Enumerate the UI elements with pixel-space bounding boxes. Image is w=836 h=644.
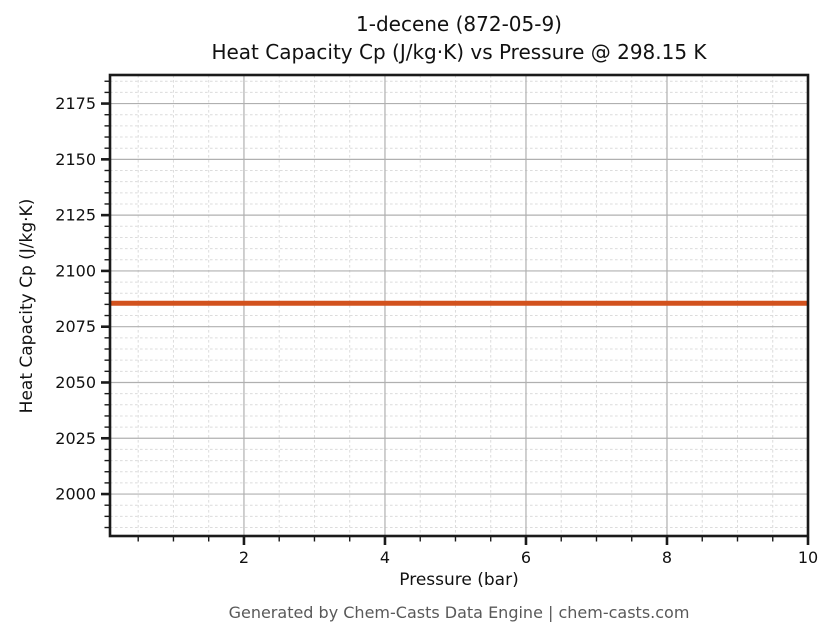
axes-spines — [108, 73, 810, 538]
y-tick-label: 2175 — [55, 94, 96, 113]
x-tick-label: 4 — [380, 548, 390, 567]
x-tick-label: 2 — [239, 548, 249, 567]
x-tick-label: 6 — [521, 548, 531, 567]
chart-title-line1: 1-decene (872-05-9) — [356, 12, 562, 36]
footer-text: Generated by Chem-Casts Data Engine | ch… — [228, 603, 690, 622]
chart-title: 1-decene (872-05-9) Heat Capacity Cp (J/… — [110, 10, 808, 66]
y-axis-label: Heat Capacity Cp (J/kg·K) — [17, 198, 37, 414]
y-tick-label: 2050 — [55, 373, 96, 392]
chart-title-line2: Heat Capacity Cp (J/kg·K) vs Pressure @ … — [211, 40, 707, 64]
y-tick-label: 2100 — [55, 261, 96, 280]
y-tick-label: 2150 — [55, 150, 96, 169]
y-tick-label: 2075 — [55, 317, 96, 336]
x-axis-label: Pressure (bar) — [399, 570, 519, 590]
x-tick-label: 8 — [662, 548, 672, 567]
y-tick-label: 2025 — [55, 429, 96, 448]
x-tick-label: 10 — [798, 548, 818, 567]
y-tick-label: 2125 — [55, 206, 96, 225]
y-tick-label: 2000 — [55, 485, 96, 504]
